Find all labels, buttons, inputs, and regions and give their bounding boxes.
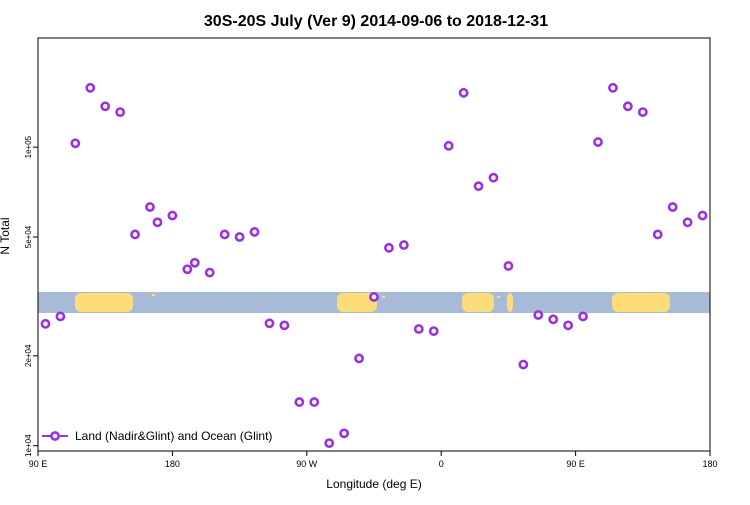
- data-point: [563, 320, 574, 331]
- y-axis: 1e+04 2e+04 5e+04 1e+05: [24, 135, 38, 457]
- land-segment: [462, 293, 494, 312]
- y-tick-label: 2e+04: [24, 344, 33, 367]
- data-point: [608, 82, 618, 93]
- land-speck: [497, 296, 500, 298]
- data-point: [145, 202, 155, 212]
- data-point: [234, 232, 245, 242]
- data-point: [55, 311, 66, 322]
- data-point: [473, 181, 484, 192]
- data-point: [682, 217, 693, 228]
- land-segment: [337, 293, 377, 312]
- data-point: [279, 320, 290, 331]
- land-segment: [75, 293, 133, 312]
- data-point: [578, 311, 588, 322]
- y-tick-label: 1e+05: [24, 135, 33, 158]
- plot-frame: [37, 37, 711, 452]
- x-axis: 90 E 180 90 W 0 90 E 180: [29, 451, 718, 469]
- data-point: [182, 264, 193, 275]
- land-speck: [382, 296, 385, 298]
- legend: Land (Nadir&Glint) and Ocean (Glint): [42, 429, 272, 443]
- data-point: [294, 397, 305, 407]
- data-point: [458, 87, 469, 98]
- data-point: [324, 438, 335, 449]
- data-point: [309, 397, 320, 407]
- data-point: [697, 210, 708, 221]
- data-point: [40, 318, 51, 329]
- data-point: [398, 240, 409, 250]
- x-tick-label: 90 W: [296, 459, 318, 469]
- land-speck: [152, 294, 155, 296]
- data-point: [167, 210, 178, 221]
- x-tick-label: 180: [165, 459, 180, 469]
- data-point: [503, 261, 514, 271]
- surface-type-band: [38, 292, 710, 313]
- data-point: [152, 217, 163, 228]
- land-segment: [507, 293, 513, 312]
- data-point: [413, 324, 424, 334]
- data-point: [100, 101, 111, 112]
- data-point: [518, 359, 529, 370]
- data-point: [637, 107, 648, 118]
- data-point: [339, 428, 350, 439]
- data-point: [204, 267, 215, 278]
- data-point: [593, 137, 603, 147]
- data-point: [369, 292, 379, 302]
- data-point: [548, 314, 559, 325]
- legend-label: Land (Nadir&Glint) and Ocean (Glint): [75, 429, 272, 443]
- data-point: [130, 229, 140, 240]
- x-tick-label: 90 E: [566, 459, 585, 469]
- legend-marker: [50, 431, 60, 441]
- data-point: [249, 227, 260, 237]
- data-point: [443, 140, 454, 151]
- data-point: [219, 229, 230, 240]
- data-point: [652, 229, 663, 240]
- data-point: [384, 242, 394, 253]
- x-tick-label: 90 E: [29, 459, 48, 469]
- data-point: [488, 172, 499, 183]
- land-segment: [612, 293, 670, 312]
- data-points: [40, 82, 708, 449]
- y-tick-label: 1e+04: [24, 434, 33, 457]
- x-axis-label: Longitude (deg E): [326, 477, 421, 491]
- chart-title: 30S-20S July (Ver 9) 2014-09-06 to 2018-…: [204, 13, 548, 30]
- data-point: [667, 202, 678, 212]
- data-point: [354, 353, 364, 364]
- data-point: [622, 101, 633, 112]
- data-point: [85, 82, 96, 93]
- data-point: [115, 107, 126, 118]
- x-tick-label: 0: [439, 459, 444, 469]
- y-axis-label: N Total: [0, 217, 12, 254]
- data-point: [533, 310, 544, 320]
- data-point: [70, 138, 81, 149]
- x-tick-label: 180: [702, 459, 717, 469]
- data-point: [264, 318, 275, 329]
- y-tick-label: 5e+04: [24, 225, 33, 248]
- data-point: [428, 326, 439, 337]
- data-point: [189, 257, 200, 268]
